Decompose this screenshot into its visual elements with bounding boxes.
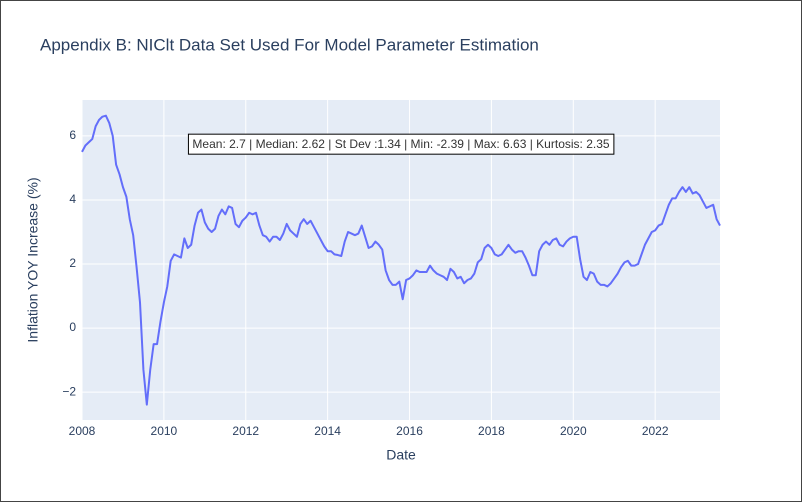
- x-tick-label: 2012: [232, 424, 259, 438]
- labels: Appendix B: NIClt Data Set Used For Mode…: [25, 35, 669, 462]
- marks: [81, 114, 721, 406]
- y-tick-label: −2: [62, 384, 76, 398]
- annotation: Mean: 2.7 | Median: 2.62 | St Dev :1.34 …: [187, 133, 615, 155]
- y-tick-label: 2: [69, 256, 76, 270]
- y-tick-label: 0: [69, 320, 76, 334]
- x-tick-label: 2018: [478, 424, 505, 438]
- x-tick-label: 2022: [642, 424, 669, 438]
- x-axis-title: Date: [386, 447, 416, 463]
- y-axis-title: Inflation YOY Increase (%): [25, 177, 41, 342]
- annotation-box: [187, 133, 615, 155]
- x-tick-label: 2008: [69, 424, 96, 438]
- data-line: [81, 114, 721, 406]
- y-tick-label: 4: [69, 192, 76, 206]
- chart-title: Appendix B: NIClt Data Set Used For Mode…: [40, 35, 539, 54]
- annotation-text: Mean: 2.7 | Median: 2.62 | St Dev :1.34 …: [192, 137, 609, 151]
- x-tick-label: 2020: [560, 424, 587, 438]
- x-tick-label: 2016: [396, 424, 423, 438]
- x-tick-label: 2010: [151, 424, 178, 438]
- y-tick-label: 6: [69, 128, 76, 142]
- x-tick-label: 2014: [314, 424, 341, 438]
